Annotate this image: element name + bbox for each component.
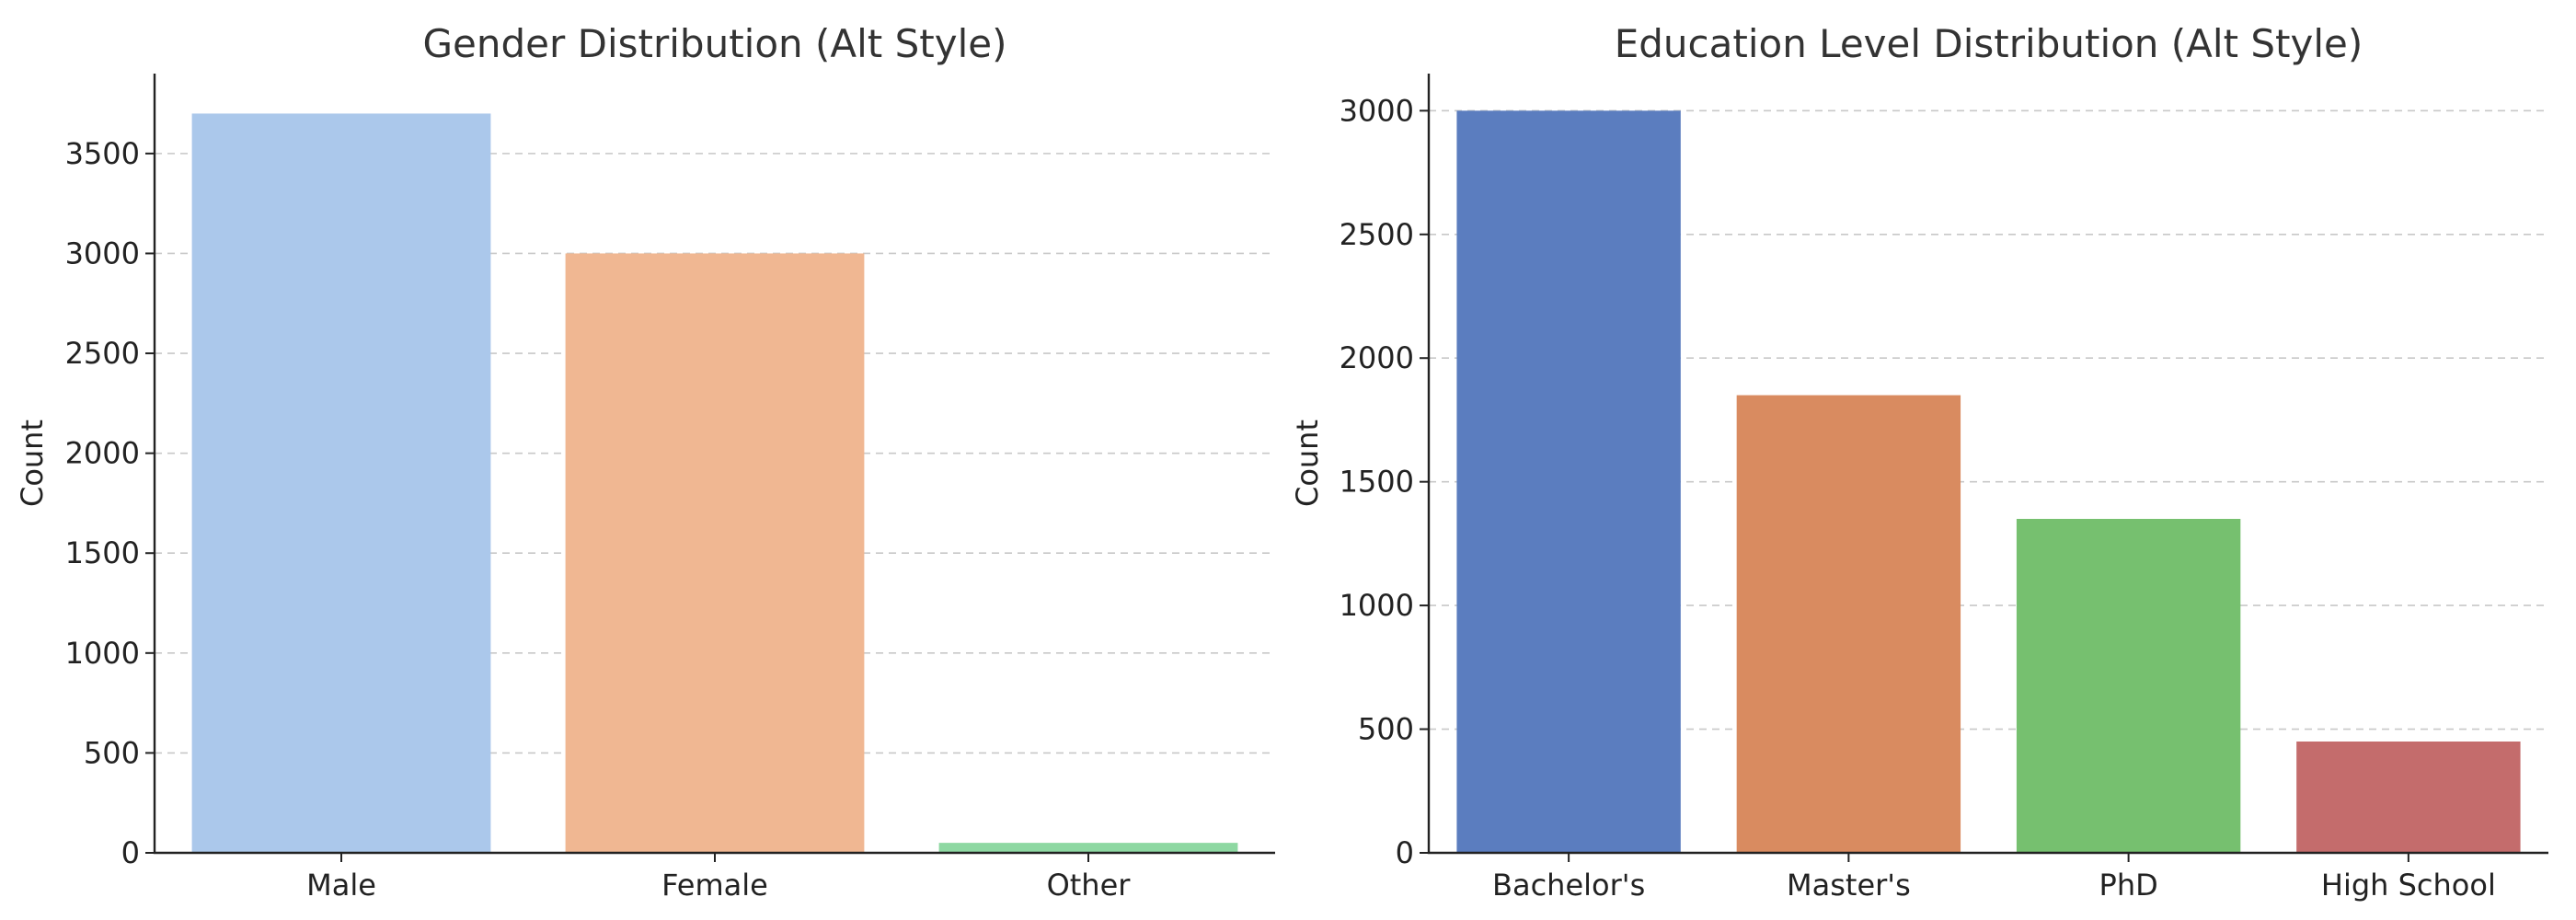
y-tick-label: 3000 bbox=[1340, 93, 1414, 128]
y-axis-label: Count bbox=[15, 420, 50, 507]
y-tick-label: 3500 bbox=[65, 136, 140, 171]
bar-male bbox=[191, 113, 491, 853]
axis-spines bbox=[153, 74, 1275, 855]
bar-high-school bbox=[2296, 742, 2521, 853]
x-tick-label: Bachelor's bbox=[1492, 868, 1645, 903]
y-tick-label: 0 bbox=[1396, 835, 1414, 870]
bar-other bbox=[938, 843, 1238, 853]
bar-female bbox=[565, 253, 865, 853]
y-tick-label: 500 bbox=[1358, 712, 1414, 747]
y-tick-label: 1000 bbox=[1340, 588, 1414, 623]
y-tick-label: 1500 bbox=[1340, 465, 1414, 500]
x-tick-label: Male bbox=[306, 868, 376, 903]
gender-distribution-chart: Gender Distribution (Alt Style) Count 0 5… bbox=[15, 21, 1275, 903]
y-tick-label: 1000 bbox=[65, 636, 140, 671]
y-axis-label: Count bbox=[1290, 420, 1325, 507]
axis-spines bbox=[1427, 74, 2548, 855]
x-axis-ticks: Bachelor's Master's PhD High School bbox=[1492, 853, 2496, 903]
x-tick-label: Master's bbox=[1787, 868, 1911, 903]
y-tick-label: 2000 bbox=[65, 436, 140, 471]
y-tick-label: 2000 bbox=[1340, 340, 1414, 375]
y-tick-label: 500 bbox=[84, 735, 140, 770]
bars bbox=[191, 113, 1238, 853]
chart-title: Gender Distribution (Alt Style) bbox=[423, 21, 1007, 66]
y-tick-label: 3000 bbox=[65, 236, 140, 270]
bar-master-s bbox=[1736, 395, 1961, 853]
chart-title: Education Level Distribution (Alt Style) bbox=[1615, 21, 2363, 66]
x-tick-label: Other bbox=[1047, 868, 1132, 903]
x-tick-label: PhD bbox=[2099, 868, 2158, 903]
bars bbox=[1456, 110, 2521, 854]
y-tick-label: 2500 bbox=[1340, 217, 1414, 252]
y-axis-ticks: 0 500 1000 1500 2000 2500 3000 bbox=[1340, 93, 1429, 870]
education-level-distribution-chart: Education Level Distribution (Alt Style)… bbox=[1290, 21, 2548, 903]
x-axis-ticks: Male Female Other bbox=[306, 853, 1131, 903]
x-tick-label: High School bbox=[2321, 868, 2496, 903]
y-tick-label: 1500 bbox=[65, 535, 140, 570]
y-tick-label: 0 bbox=[121, 835, 140, 870]
bar-bachelor-s bbox=[1456, 110, 1681, 854]
y-axis-ticks: 0 500 1000 1500 2000 2500 3000 3500 bbox=[65, 136, 155, 870]
bar-phd bbox=[2016, 519, 2241, 853]
y-tick-label: 2500 bbox=[65, 336, 140, 371]
x-tick-label: Female bbox=[661, 868, 768, 903]
